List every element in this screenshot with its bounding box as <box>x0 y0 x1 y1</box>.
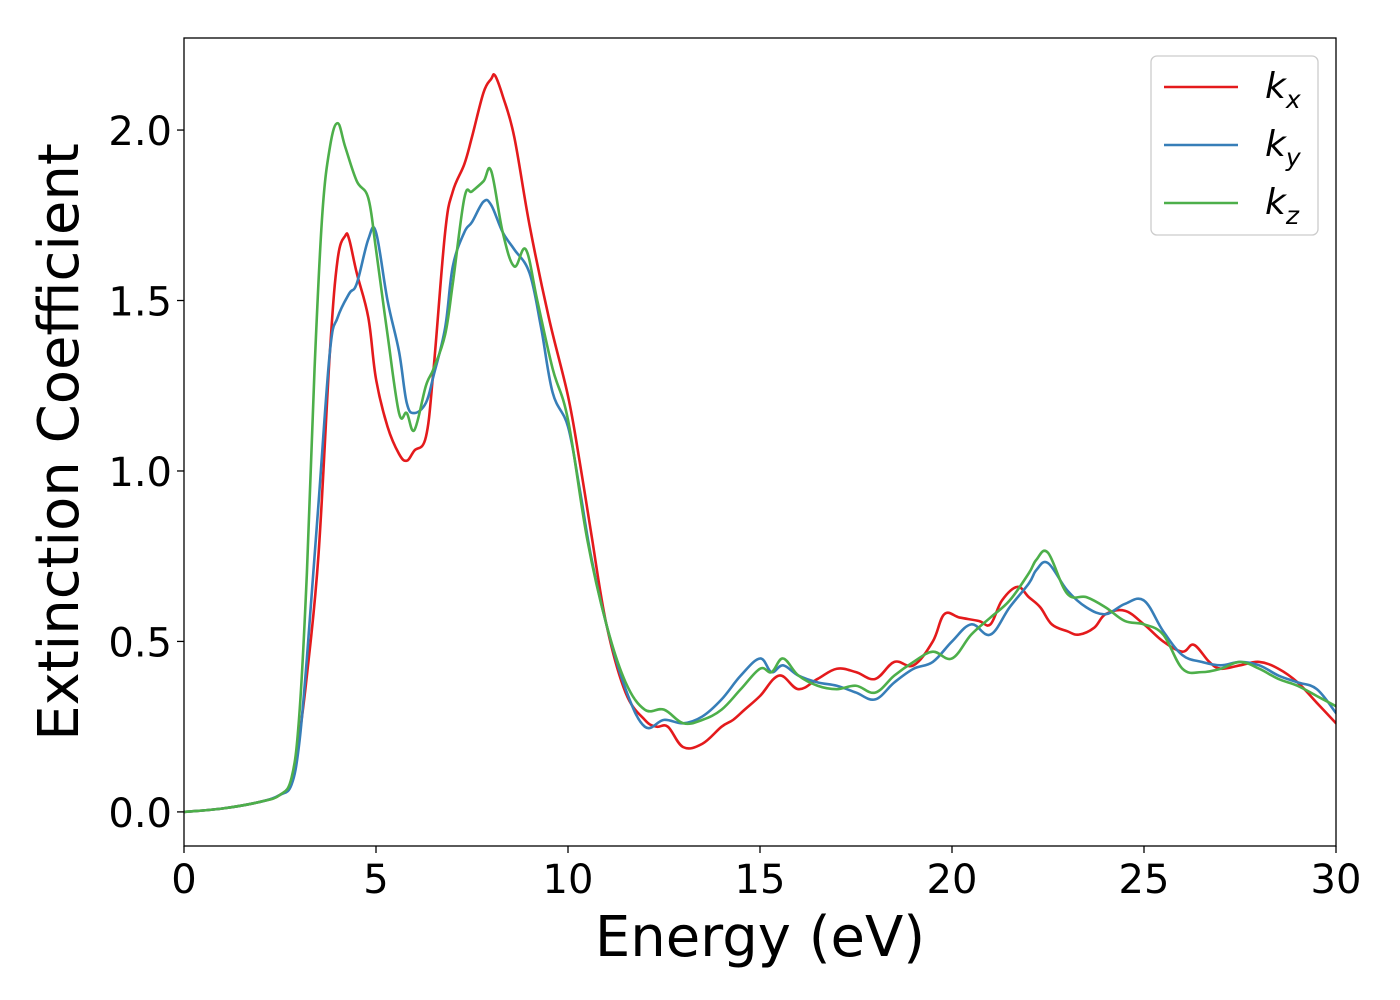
x-tick-label: 0 <box>171 857 196 903</box>
x-tick-label: 30 <box>1311 857 1362 903</box>
series-line-z <box>184 121 1336 814</box>
x-tick-label: 15 <box>735 857 786 903</box>
y-tick-label: 2.0 <box>108 109 172 155</box>
y-axis: 0.0 0.5 1.0 1.5 2.0 <box>108 109 184 837</box>
y-axis-title: Extinction Coefficient <box>27 143 92 741</box>
legend-item-x: kx <box>1164 66 1301 114</box>
y-tick-label: 0.5 <box>108 620 172 666</box>
x-tick-label: 25 <box>1119 857 1170 903</box>
x-axis: 0 5 10 15 20 25 30 <box>171 846 1361 903</box>
x-tick-label: 10 <box>543 857 594 903</box>
y-tick-label: 1.5 <box>108 280 172 326</box>
legend-label: kx <box>1265 66 1301 114</box>
y-tick-label: 0.0 <box>108 791 172 837</box>
series-line-y <box>184 198 1336 814</box>
series-line-x <box>184 73 1336 814</box>
x-tick-label: 5 <box>363 857 388 903</box>
legend-item-y: ky <box>1164 124 1302 172</box>
x-axis-title: Energy (eV) <box>595 905 925 970</box>
y-tick-label: 1.0 <box>108 450 172 496</box>
legend-label: ky <box>1265 124 1302 172</box>
series-layer <box>184 73 1336 814</box>
x-tick-label: 20 <box>927 857 978 903</box>
